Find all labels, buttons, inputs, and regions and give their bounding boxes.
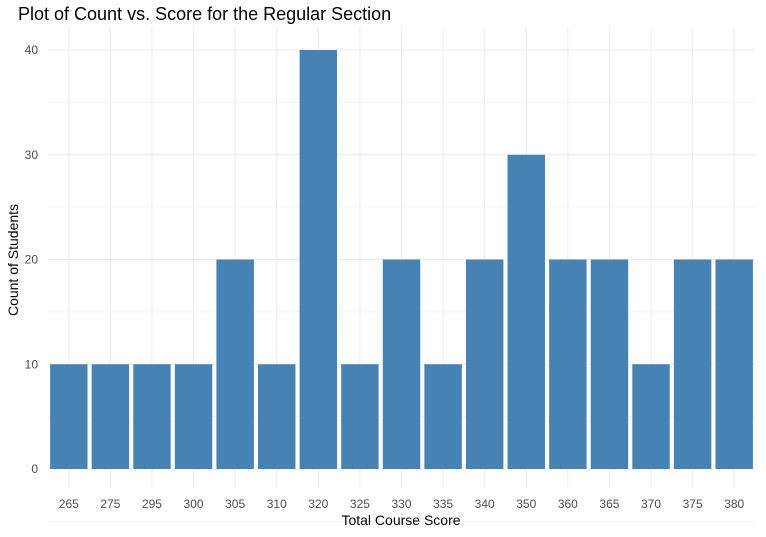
x-tick-label: 375 [683,497,703,511]
bar-340 [465,259,504,469]
x-tick-label: 370 [641,497,661,511]
y-tick-label: 20 [25,253,39,267]
x-tick-label: 325 [350,497,370,511]
x-tick-label: 360 [558,497,578,511]
y-axis-ticks: 0 10 20 30 40 [25,43,39,476]
bar-275 [91,364,130,469]
x-axis-ticks: 265 275 295 300 305 310 320 325 330 335 340 350 360 3… [59,497,745,511]
x-tick-label: 300 [184,497,204,511]
y-axis-title: Count of Students [5,204,21,316]
bar-295 [133,364,171,469]
y-tick-label: 10 [25,357,39,371]
y-tick-label: 30 [25,148,39,162]
chart-title: Plot of Count vs. Score for the Regular … [18,4,391,24]
x-tick-label: 310 [267,497,287,511]
x-tick-label: 340 [475,497,495,511]
bar-305 [216,259,254,469]
x-tick-label: 305 [225,497,245,511]
bar-320 [299,50,338,469]
x-tick-label: 320 [308,497,328,511]
bar-370 [632,364,670,469]
bar-380 [715,259,753,469]
bar-360 [549,259,587,469]
x-tick-label: 265 [59,497,79,511]
y-tick-label: 40 [25,43,39,57]
bar-365 [590,259,629,469]
bar-335 [424,364,462,469]
y-tick-label: 0 [31,462,38,476]
x-tick-label: 335 [433,497,453,511]
x-tick-label: 330 [391,497,411,511]
bar-350 [507,154,545,469]
x-tick-label: 275 [100,497,120,511]
x-axis-title: Total Course Score [341,512,460,528]
bars-group [50,50,753,469]
x-tick-label: 295 [142,497,162,511]
x-tick-label: 350 [516,497,536,511]
bar-265 [50,364,88,469]
bar-375 [673,259,712,469]
x-tick-label: 380 [724,497,744,511]
x-tick-label: 365 [599,497,619,511]
bar-310 [258,364,296,469]
bar-325 [341,364,379,469]
bar-330 [382,259,421,469]
bar-300 [174,364,213,469]
